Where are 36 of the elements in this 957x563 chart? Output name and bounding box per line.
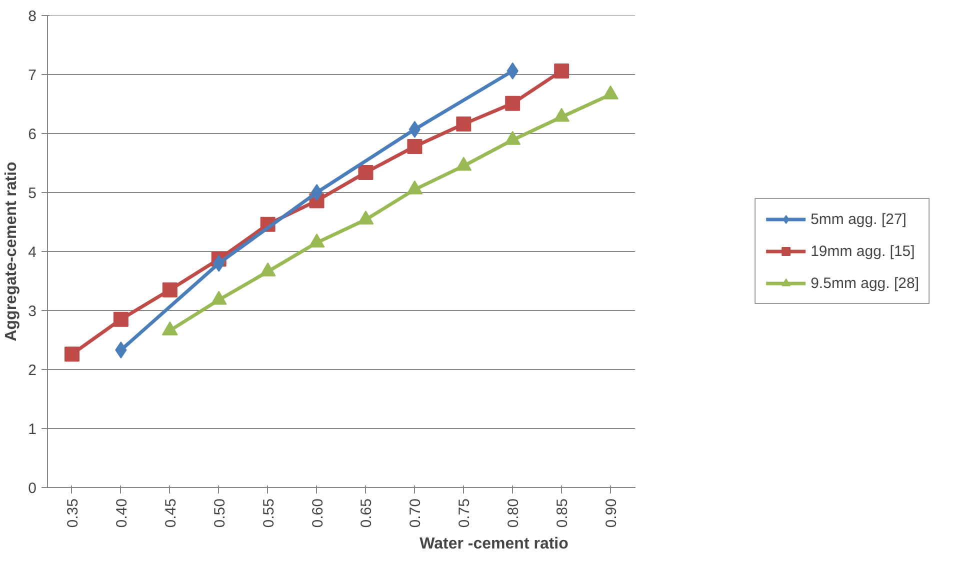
point <box>64 346 80 362</box>
y-tick-label: 5 <box>28 185 36 202</box>
y-tick-label: 0 <box>28 480 36 497</box>
x-tick-label: 0.70 <box>407 498 424 528</box>
y-tick-label: 7 <box>28 67 36 84</box>
point <box>358 164 374 180</box>
x-tick-label: 0.65 <box>358 498 376 528</box>
point <box>407 138 422 154</box>
y-tick-label: 6 <box>28 126 36 143</box>
x-tick-label: 0.75 <box>456 498 474 528</box>
y-tick-label: 2 <box>28 362 36 379</box>
y-axis-title: Aggregate-cement ratio <box>3 161 20 342</box>
y-tick-label: 3 <box>28 303 36 320</box>
y-tick-label: 8 <box>28 8 36 25</box>
point <box>113 312 128 327</box>
x-tick-label: 0.85 <box>554 498 572 528</box>
point <box>310 184 323 201</box>
point <box>554 63 570 78</box>
legend-label: 9.5mm agg. [28] <box>810 274 919 292</box>
y-tick-label: 4 <box>28 244 36 261</box>
point <box>505 96 520 111</box>
x-axis-title: Water -cement ratio <box>420 536 569 553</box>
x-tick-label: 0.40 <box>113 498 130 528</box>
point <box>408 120 421 138</box>
x-tick-label: 0.50 <box>211 498 228 528</box>
x-tick-label: 0.90 <box>603 498 620 528</box>
y-tick-label: 1 <box>28 421 36 438</box>
x-tick-label: 0.60 <box>309 498 326 528</box>
point <box>456 116 472 132</box>
x-tick-label: 0.35 <box>64 498 82 528</box>
x-tick-label: 0.55 <box>260 498 278 528</box>
x-tick-label: 0.80 <box>505 498 522 528</box>
legend-label: 19mm agg. [15] <box>810 242 915 260</box>
legend-label: 5mm agg. [27] <box>810 210 906 228</box>
x-tick-label: 0.45 <box>162 498 180 528</box>
point <box>162 282 178 298</box>
